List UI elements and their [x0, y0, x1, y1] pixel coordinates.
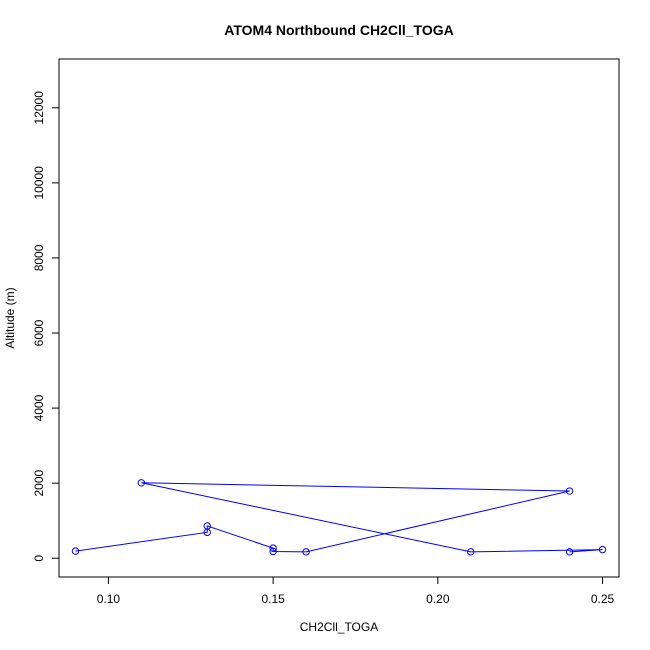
x-tick-label: 0.25 [591, 592, 615, 606]
y-axis-label: Altitude (m) [3, 287, 17, 348]
y-tick-label: 6000 [32, 319, 46, 346]
x-tick-label: 0.20 [426, 592, 450, 606]
data-point [467, 548, 475, 556]
x-axis-label: CH2Cll_TOGA [300, 620, 378, 634]
x-axis: 0.10 0.15 0.20 0.25 [97, 576, 615, 606]
data-point [71, 547, 80, 555]
y-tick-label: 8000 [32, 244, 46, 271]
data-point [565, 548, 574, 556]
x-tick-label: 0.15 [261, 592, 285, 606]
y-tick-label: 12000 [32, 91, 46, 125]
chart-title: ATOM4 Northbound CH2Cll_TOGA [224, 22, 453, 38]
series-points [71, 479, 607, 556]
y-tick-label: 2000 [32, 469, 46, 496]
data-point [565, 487, 574, 495]
series-polyline [75, 482, 603, 553]
y-tick-label: 4000 [32, 394, 46, 421]
y-tick-label: 10000 [32, 166, 46, 200]
data-point [203, 522, 211, 530]
y-axis: 0 2000 4000 6000 8000 10000 12000 [32, 91, 60, 562]
data-point [598, 545, 607, 554]
data-point [137, 479, 146, 487]
series-line [75, 482, 603, 553]
data-point [269, 547, 277, 556]
data-point [269, 544, 277, 552]
data-point [302, 548, 310, 556]
y-tick-label: 0 [32, 555, 46, 562]
x-tick-label: 0.10 [97, 592, 121, 606]
